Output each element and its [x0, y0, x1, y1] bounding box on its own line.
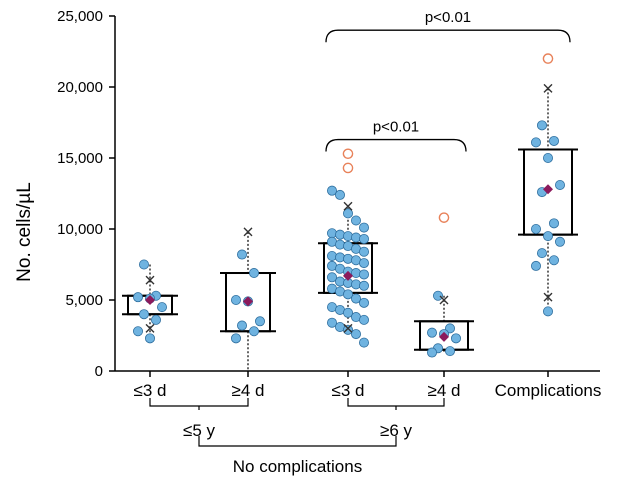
data-point: [543, 152, 554, 163]
y-tick-label: 20,000: [57, 79, 103, 96]
x-category-label: ≤3 d: [134, 381, 167, 400]
data-point: [426, 347, 437, 358]
x-category-label: ≥4 d: [428, 381, 461, 400]
data-point: [132, 326, 143, 337]
data-point: [248, 326, 259, 337]
data-point: [531, 137, 542, 148]
data-point: [350, 215, 361, 226]
data-point: [342, 307, 353, 318]
y-tick-label: 5,000: [65, 292, 103, 309]
data-point: [350, 293, 361, 304]
data-point: [426, 327, 437, 338]
data-point: [236, 320, 247, 331]
extreme-x-mark: [439, 295, 449, 305]
extreme-x-mark: [145, 275, 155, 285]
data-point: [358, 258, 369, 269]
mean-marker: [243, 296, 253, 307]
data-point: [156, 302, 167, 313]
x-category-label: Complications: [495, 381, 602, 400]
group-bracket: [198, 436, 397, 447]
data-point: [254, 316, 265, 327]
data-point: [549, 218, 560, 229]
extreme-x-mark: [343, 323, 353, 333]
group-label: No complications: [233, 457, 362, 476]
data-point: [358, 222, 369, 233]
significance-label: p<0.01: [425, 9, 471, 26]
data-point: [543, 306, 554, 317]
data-point: [358, 337, 369, 348]
extreme-x-mark: [543, 83, 553, 93]
data-point: [248, 268, 259, 279]
data-point: [236, 249, 247, 260]
significance-bracket: [325, 29, 571, 43]
data-point: [358, 314, 369, 325]
data-point: [543, 231, 554, 242]
data-point: [144, 333, 155, 344]
extreme-x-mark: [343, 201, 353, 211]
data-point: [531, 223, 542, 234]
mean-marker: [343, 270, 353, 281]
group-labels: ≤5 y ≥6 y No complications: [149, 398, 445, 476]
data-point: [358, 280, 369, 291]
data-point: [326, 272, 337, 283]
data-point: [230, 294, 241, 305]
data-point: [326, 317, 337, 328]
data-point: [326, 185, 337, 196]
data-point: [444, 346, 455, 357]
x-category-label: ≤3 d: [332, 381, 365, 400]
y-tick-label: 0: [95, 363, 103, 380]
outlier-point: [342, 162, 354, 174]
data-point: [450, 333, 461, 344]
data-point: [444, 323, 455, 334]
y-tick-label: 15,000: [57, 150, 103, 167]
data-point: [549, 135, 560, 146]
mean-marker: [145, 295, 155, 305]
data-point: [334, 189, 345, 200]
data-point: [358, 233, 369, 244]
extreme-x-mark: [145, 323, 155, 333]
data-point: [230, 333, 241, 344]
data-point: [132, 292, 143, 303]
data-point: [537, 120, 548, 131]
group-label: ≥6 y: [380, 421, 413, 440]
data-point: [555, 236, 566, 247]
data-point: [531, 260, 542, 271]
data-point: [342, 324, 353, 335]
y-tick-label: 10,000: [57, 221, 103, 238]
data-point: [432, 290, 443, 301]
extreme-x-mark: [243, 227, 253, 237]
data-points: [132, 53, 566, 358]
data-point: [138, 259, 149, 270]
y-axis-label: No. cells/µL: [14, 182, 35, 282]
data-point: [358, 297, 369, 308]
outlier-point: [342, 148, 354, 160]
data-point: [537, 248, 548, 259]
y-tick-label: 25,000: [57, 8, 103, 25]
data-point: [555, 179, 566, 190]
data-point: [350, 329, 361, 340]
mean-marker: [543, 184, 553, 195]
x-category-label: ≥4 d: [232, 381, 265, 400]
data-point: [358, 269, 369, 280]
data-point: [342, 289, 353, 300]
outlier-point: [438, 212, 450, 223]
data-point: [342, 208, 353, 219]
group-label: ≤5 y: [183, 421, 216, 440]
data-point: [150, 314, 161, 325]
data-point: [138, 309, 149, 320]
mean-marker: [439, 331, 449, 342]
significance-bracket: [325, 138, 467, 152]
axes: 0 5,000 10,000 15,000 20,000 25,000 ≤3 d ≥4 d ≤3…: [57, 8, 601, 400]
data-point: [358, 246, 369, 257]
data-point: [549, 255, 560, 266]
extreme-x-mark: [543, 292, 553, 302]
outlier-point: [542, 53, 554, 64]
significance-annotations: p<0.01 p<0.01: [325, 9, 571, 152]
significance-label: p<0.01: [373, 119, 419, 136]
